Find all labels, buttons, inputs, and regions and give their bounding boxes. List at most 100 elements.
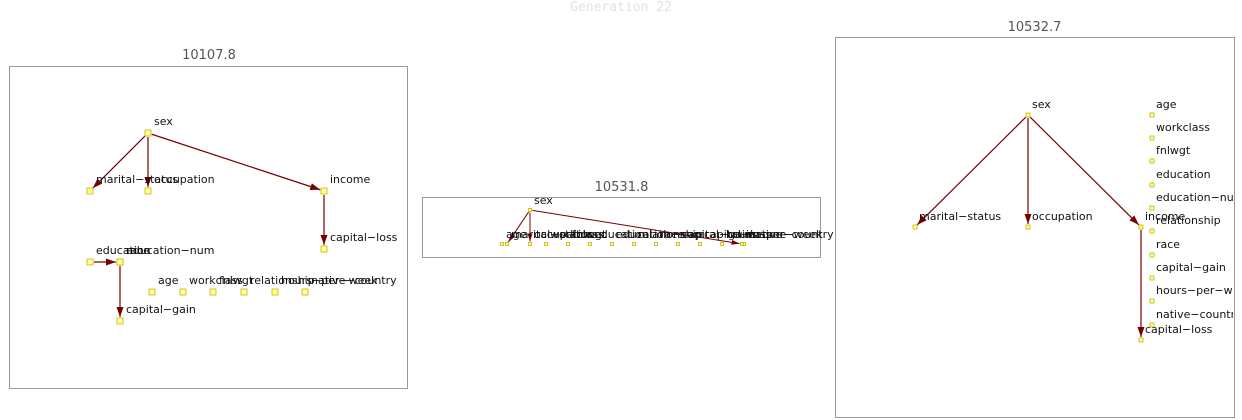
edge <box>151 133 321 191</box>
node-income <box>1138 224 1144 230</box>
node-education-num <box>1149 205 1155 211</box>
node-label-workclass: workclass <box>550 228 604 241</box>
node-education <box>588 242 592 246</box>
node-income <box>740 242 744 246</box>
node-label-hours-per-week: hours−per−week <box>1156 284 1242 297</box>
node-education <box>86 258 94 266</box>
node-label-age: age <box>158 274 179 287</box>
node-workclass <box>179 288 187 296</box>
node-label-race: race <box>126 244 150 257</box>
node-label-native-country: native−country <box>1156 308 1242 321</box>
node-native-country <box>301 288 309 296</box>
node-marital-status <box>86 187 94 195</box>
node-label-education-num: education−num <box>616 228 704 241</box>
generation-title: Generation 22 <box>570 0 672 15</box>
panel-score: 10532.7 <box>1007 20 1062 35</box>
node-fnlwgt <box>209 288 217 296</box>
node-label-capital-gain: capital−gain <box>1156 261 1226 274</box>
node-label-hours-per-week: hours−per−week <box>726 228 823 241</box>
node-income <box>320 187 328 195</box>
node-label-age: age <box>506 228 527 241</box>
node-occupation <box>144 187 152 195</box>
node-relationship <box>240 288 248 296</box>
node-label-sex: sex <box>154 115 173 128</box>
node-marital-status <box>505 242 509 246</box>
node-label-marital-status: marital−status <box>511 228 593 241</box>
edge <box>1029 116 1140 226</box>
node-label-workclass: workclass <box>1156 121 1210 134</box>
node-race <box>1149 252 1155 258</box>
node-age <box>148 288 156 296</box>
node-label-occupation: occupation <box>534 228 595 241</box>
node-hours-per-week <box>720 242 724 246</box>
node-relationship <box>632 242 636 246</box>
node-occupation <box>1025 224 1031 230</box>
node-education-num <box>610 242 614 246</box>
node-label-capital-loss: capital−loss <box>330 231 398 244</box>
node-label-education: education <box>96 244 151 257</box>
node-label-marital-status: marital−status <box>919 210 1001 223</box>
node-education <box>1149 182 1155 188</box>
node-label-native-country: native−country <box>311 274 397 287</box>
network-panel <box>835 37 1235 418</box>
edge <box>916 116 1027 226</box>
node-workclass <box>1149 135 1155 141</box>
node-label-fnlwgt: fnlwgt <box>219 274 254 287</box>
network-panel <box>422 197 821 258</box>
node-label-income: income <box>330 173 371 186</box>
node-age <box>500 242 504 246</box>
node-marital-status <box>912 224 918 230</box>
node-capital-gain <box>116 317 124 325</box>
node-label-relationship: relationship <box>638 228 703 241</box>
node-capital-gain <box>1149 275 1155 281</box>
node-capital-loss <box>1138 337 1144 343</box>
network-panel <box>9 66 408 389</box>
node-age <box>1149 112 1155 118</box>
node-occupation <box>528 242 532 246</box>
node-label-hours-per-week: hours−per−week <box>281 274 378 287</box>
node-label-fnlwgt: fnlwgt <box>1156 144 1191 157</box>
node-label-relationship: relationship <box>250 274 315 287</box>
node-label-marital-status: marital−status <box>96 173 178 186</box>
node-fnlwgt <box>566 242 570 246</box>
node-sex <box>1025 112 1031 118</box>
edge <box>92 135 146 189</box>
node-capital-loss <box>320 245 328 253</box>
node-education-num <box>116 258 124 266</box>
node-label-occupation: occupation <box>1032 210 1093 223</box>
node-label-fnlwgt: fnlwgt <box>572 228 607 241</box>
node-label-sex: sex <box>534 194 553 207</box>
node-label-income: income <box>746 228 787 241</box>
node-capital-loss <box>698 242 702 246</box>
network-graph: sex marital−status occupation income capital… <box>912 98 1242 343</box>
node-label-race: race <box>1156 238 1180 251</box>
node-hours-per-week <box>1149 298 1155 304</box>
edge <box>532 209 740 245</box>
node-capital-gain <box>676 242 680 246</box>
node-label-occupation: occupation <box>154 173 215 186</box>
node-relationship <box>1149 228 1155 234</box>
panel-score: 10107.8 <box>182 48 236 63</box>
node-label-relationship: relationship <box>1156 214 1221 227</box>
node-label-sex: sex <box>1032 98 1051 111</box>
node-label-capital-gain: capital−gain <box>682 228 752 241</box>
node-label-education: education <box>594 228 649 241</box>
node-race <box>654 242 658 246</box>
node-sex <box>144 129 152 137</box>
node-label-education-num: education−num <box>1156 191 1242 204</box>
node-native-country <box>1149 322 1155 328</box>
node-label-age: age <box>1156 98 1177 111</box>
node-label-workclass: workclass <box>189 274 243 287</box>
node-workclass <box>544 242 548 246</box>
node-label-income: income <box>1145 210 1186 223</box>
node-hours-per-week <box>271 288 279 296</box>
node-label-native-country: native−country <box>748 228 834 241</box>
node-label-education: education <box>1156 168 1211 181</box>
node-fnlwgt <box>1149 158 1155 164</box>
edge <box>507 211 530 243</box>
network-graph: sex agemarital−statusoccupationworkclassf… <box>500 194 834 246</box>
node-label-capital-loss: capital−loss <box>1145 323 1213 336</box>
node-label-capital-loss: capital−loss <box>704 228 772 241</box>
